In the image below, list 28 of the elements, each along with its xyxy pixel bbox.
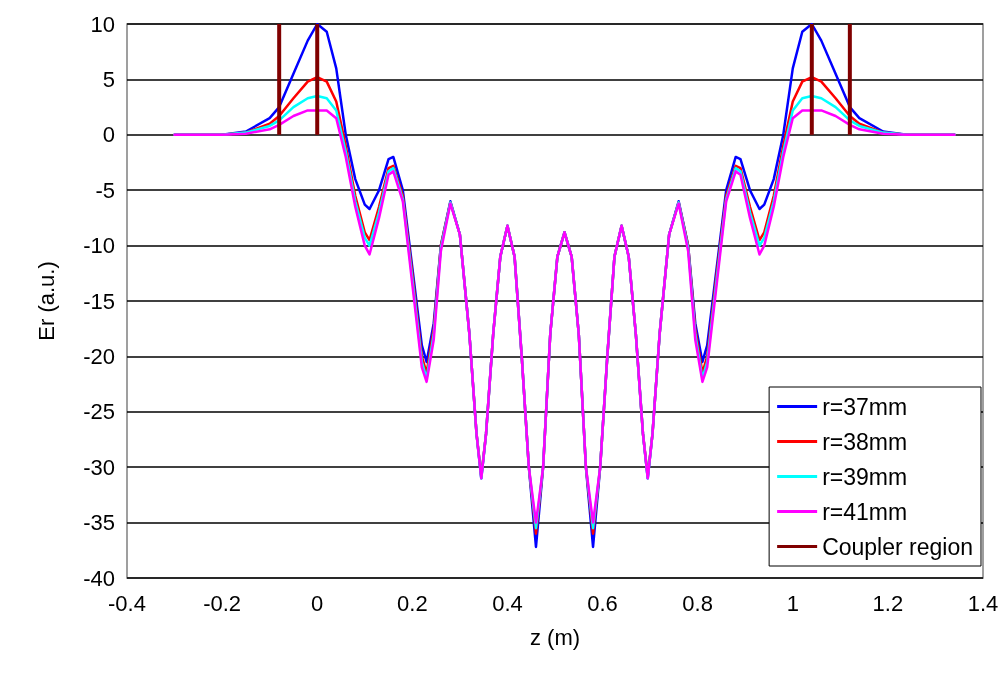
y-tick-label: -25	[83, 399, 115, 425]
y-tick-label: 5	[102, 66, 115, 92]
x-tick-label: 1	[786, 590, 799, 616]
y-tick-label: -20	[83, 343, 115, 369]
y-tick-label: -10	[83, 233, 115, 259]
x-tick-label: 0.6	[587, 590, 618, 616]
x-tick-label: 1.2	[872, 590, 904, 616]
x-tick-label: 0.2	[397, 590, 428, 616]
x-tick-label: -0.4	[108, 590, 146, 616]
y-tick-label: -15	[83, 288, 115, 314]
legend-label: r=41mm	[822, 498, 908, 525]
y-tick-label: -30	[83, 454, 115, 480]
x-tick-label: 0.8	[682, 590, 713, 616]
y-tick-label: -5	[95, 177, 115, 203]
y-tick-label: -40	[83, 565, 115, 591]
y-tick-label: -35	[83, 510, 115, 536]
legend-label: r=37mm	[822, 393, 908, 420]
y-axis-title: Er (a.u.)	[33, 261, 59, 341]
x-tick-label: 0.4	[492, 590, 523, 616]
legend-label: r=38mm	[822, 428, 908, 455]
y-tick-label: 10	[90, 11, 115, 37]
x-tick-label: -0.2	[203, 590, 242, 616]
legend-label: r=39mm	[822, 463, 908, 490]
x-tick-label: 0	[311, 590, 324, 616]
x-axis-title: z (m)	[529, 624, 581, 650]
legend-label: Coupler region	[822, 533, 973, 560]
y-tick-label: 0	[102, 122, 115, 148]
x-tick-label: 1.4	[967, 590, 999, 616]
